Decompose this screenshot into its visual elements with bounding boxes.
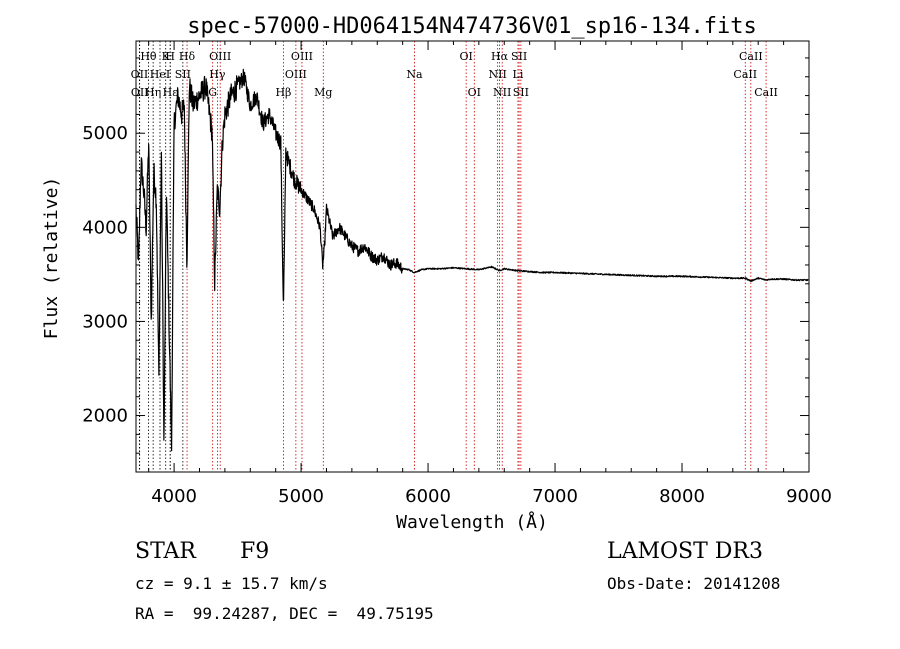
spectral-line-label: OIII: [209, 50, 231, 63]
x-tick-label: 5000: [278, 486, 324, 507]
spectral-line-label: Hα: [491, 50, 509, 63]
y-axis-label: Flux (relative): [41, 177, 62, 340]
x-axis-label: Wavelength (Å): [396, 511, 548, 533]
x-tick-label: 7000: [532, 486, 578, 507]
spectral-line-label: Li: [513, 68, 524, 81]
spectral-line-label: G: [208, 86, 217, 99]
spectral-line-label: OI: [468, 86, 481, 99]
spectral-line-label: Hβ: [275, 86, 291, 99]
spectral-line-label: NII: [493, 86, 511, 99]
spectral-line-label: Mg: [314, 86, 332, 99]
chart-title: spec-57000-HD064154N474736V01_sp16-134.f…: [187, 14, 757, 39]
spectral-line-label: NII: [488, 68, 506, 81]
spectral-line-label: Na: [406, 68, 423, 81]
survey-name: LAMOST DR3: [607, 539, 763, 564]
spectral-line-label: SII: [511, 50, 527, 63]
spectral-line-label: CaII: [754, 86, 778, 99]
coordinates: RA = 99.24287, DEC = 49.75195: [135, 604, 434, 623]
spectrum-series-line: [135, 68, 809, 452]
x-tick-label: 8000: [659, 486, 705, 507]
spectral-line-label: Hδ: [179, 50, 196, 63]
object-subclass: F9: [240, 539, 270, 564]
y-tick-label: 3000: [82, 311, 128, 332]
spectral-line-label: CaII: [739, 50, 763, 63]
spectral-line-label: Hη: [145, 86, 161, 99]
spectral-line-label: OIII: [291, 50, 313, 63]
spectral-line-label: CaII: [733, 68, 757, 81]
object-type: STAR: [135, 539, 196, 564]
spectral-line-label: SII: [175, 68, 191, 81]
observation-date: Obs-Date: 20141208: [607, 574, 781, 593]
spectral-line-label: OII: [131, 86, 149, 99]
spectral-line-label: OI: [459, 50, 472, 63]
spectral-line-label: SII: [513, 86, 529, 99]
spectral-line-label: K: [162, 50, 171, 63]
spectral-line-label: OII: [131, 68, 149, 81]
plot-frame: [135, 40, 810, 473]
spectral-line-label: Hγ: [209, 68, 226, 81]
spectral-line-label: H: [165, 50, 175, 63]
spectral-line-label: HeI: [150, 68, 170, 81]
spectral-line-label: OIII: [285, 68, 307, 81]
y-tick-label: 4000: [82, 217, 128, 238]
spectral-line-label: Hθ: [140, 50, 157, 63]
spectral-line-markers: [139, 41, 767, 472]
y-tick-label: 5000: [82, 123, 128, 144]
redshift-cz: cz = 9.1 ± 15.7 km/s: [135, 574, 328, 593]
spectral-line-label: Hε: [163, 86, 179, 99]
y-axis-ticks: 2000 3000 4000 5000: [82, 57, 809, 454]
x-axis-ticks: 4000 5000 6000 7000 8000 9000: [148, 41, 832, 507]
y-tick-label: 2000: [82, 406, 128, 427]
x-tick-label: 6000: [405, 486, 451, 507]
x-tick-label: 9000: [786, 486, 832, 507]
x-tick-label: 4000: [151, 486, 197, 507]
